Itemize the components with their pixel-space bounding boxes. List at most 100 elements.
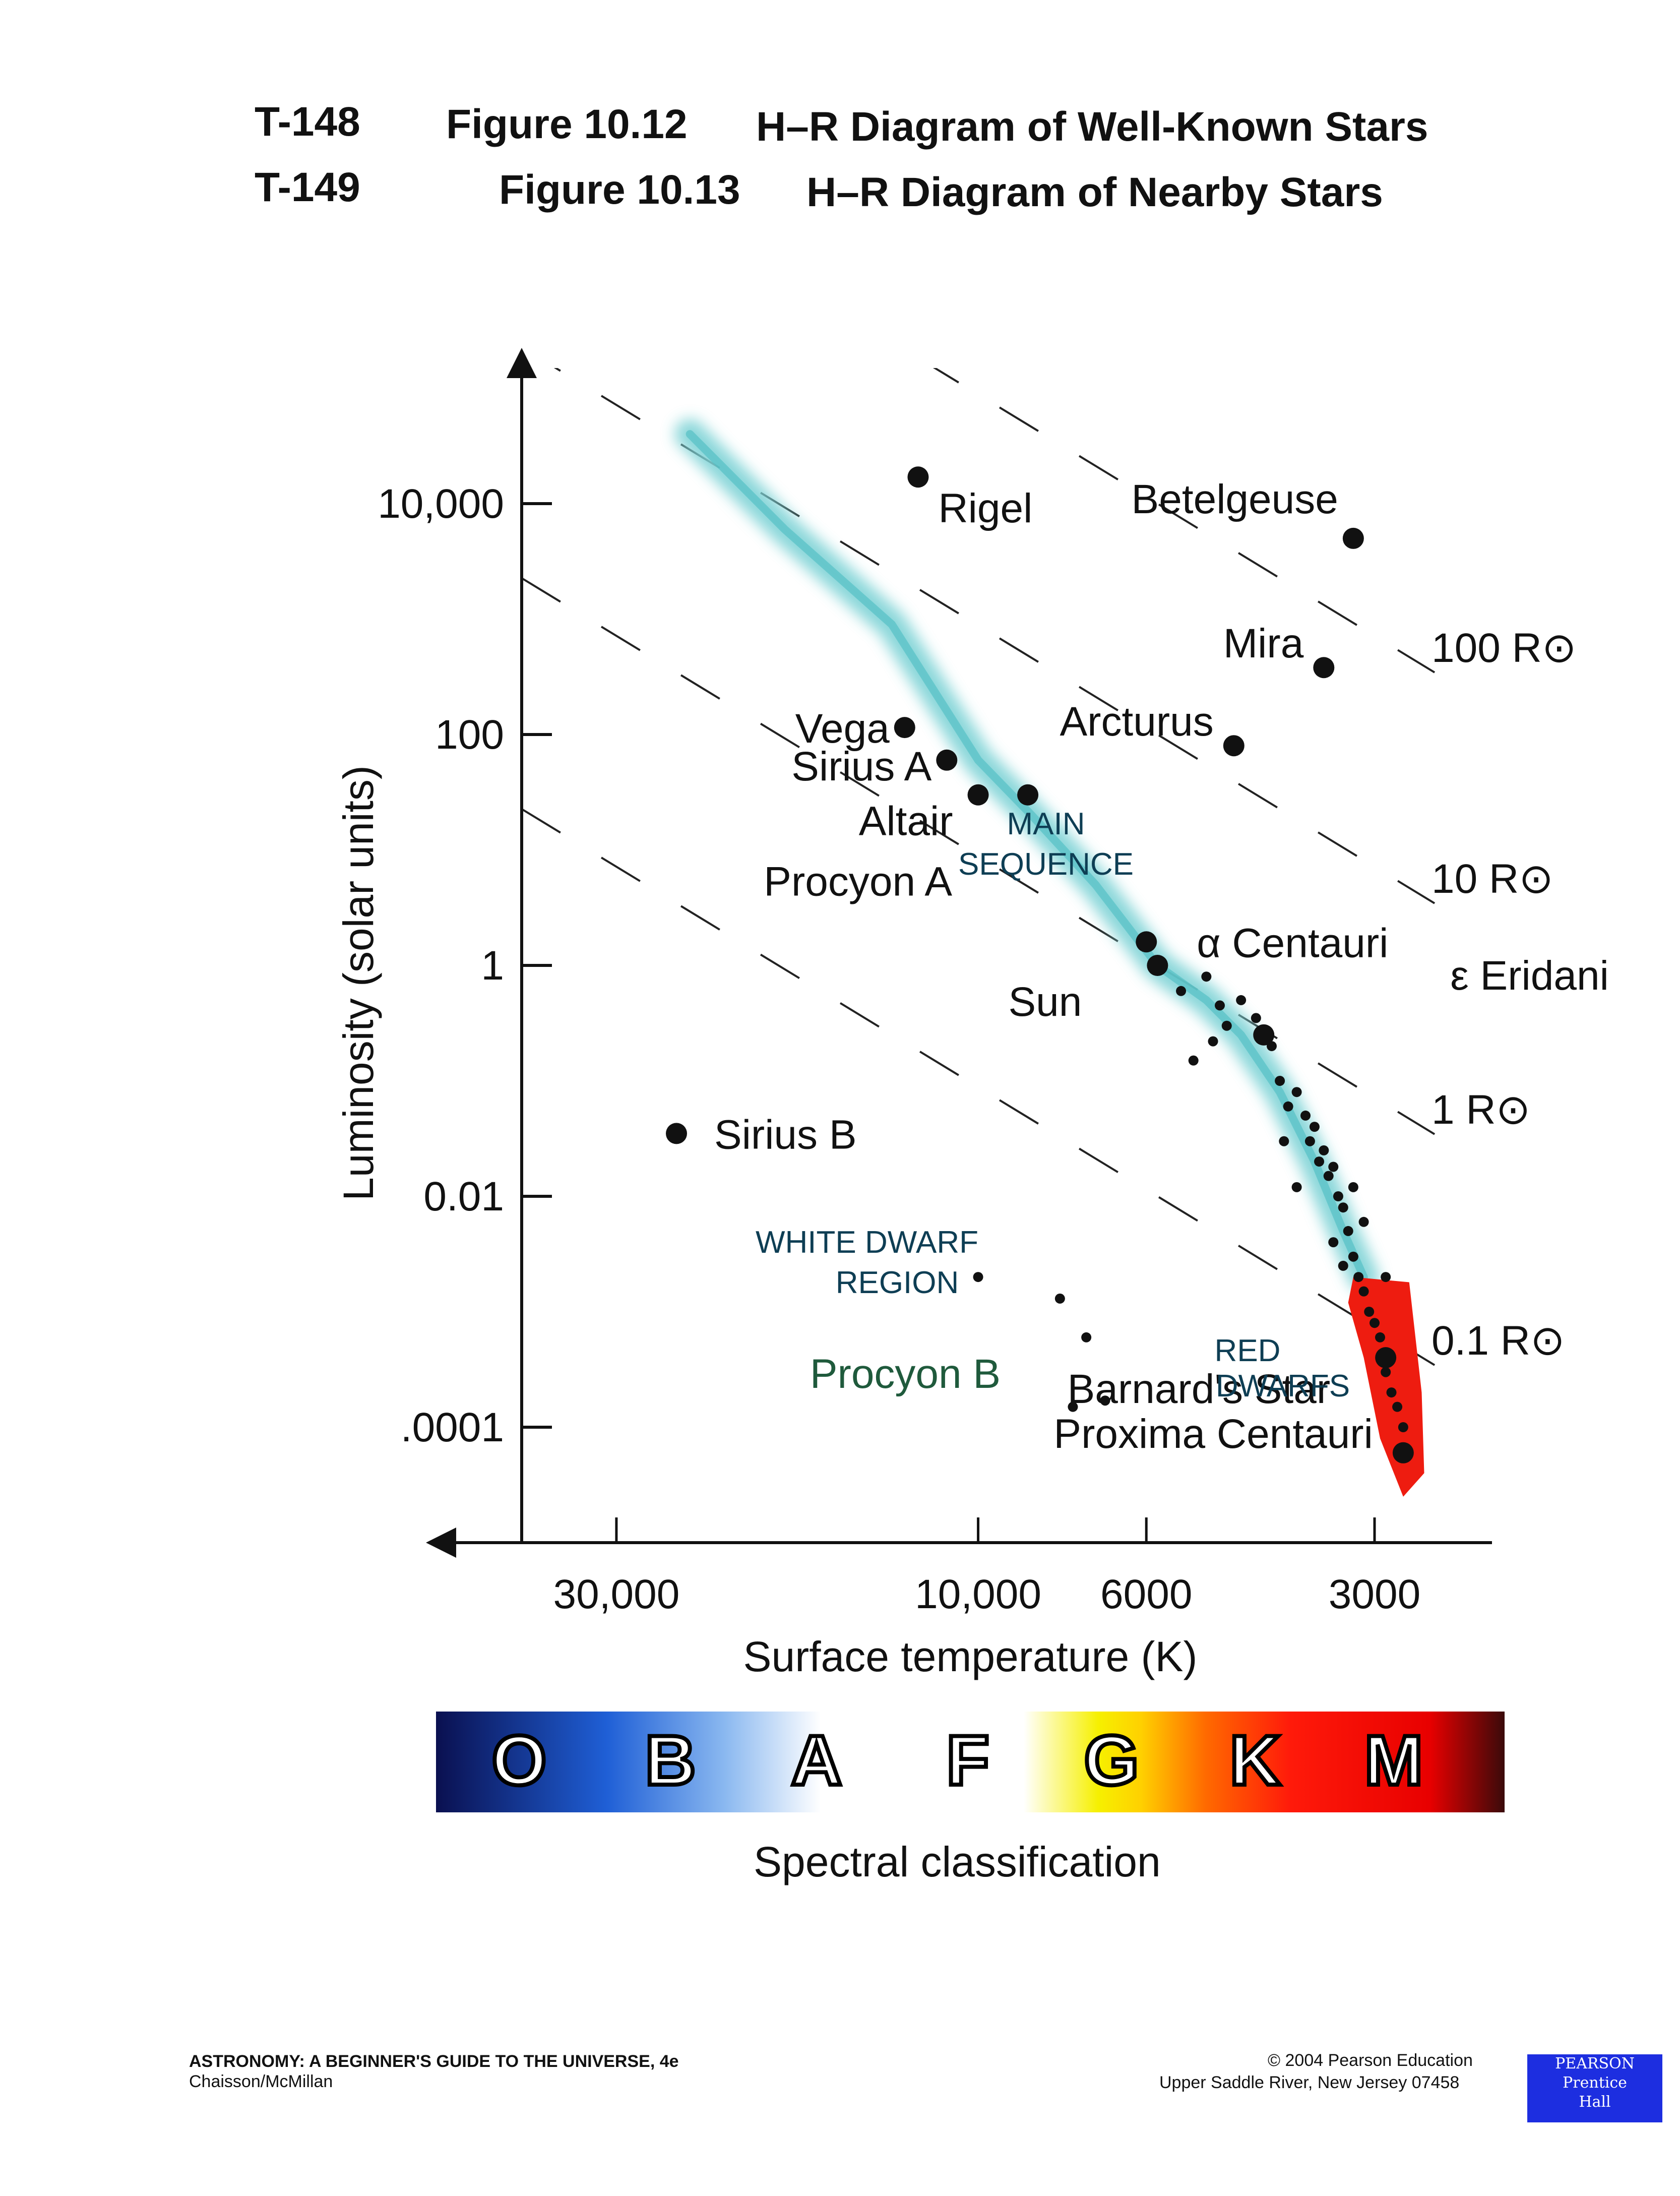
nearby-star-1	[1201, 971, 1212, 982]
nearby-star-5	[1251, 1013, 1261, 1023]
copyright: © 2004 Pearson Education	[1268, 2051, 1473, 2070]
nearby-star-12	[1300, 1110, 1311, 1121]
publisher-address: Upper Saddle River, New Jersey 07458	[1159, 2073, 1460, 2092]
nearby-star-18	[1328, 1162, 1339, 1172]
nearby-star-13	[1304, 1136, 1315, 1146]
nearby-star-21	[1343, 1226, 1353, 1236]
label-altair: Altair	[859, 799, 953, 844]
header-code-1: T-148	[255, 99, 360, 145]
nearby-star-23	[1353, 1272, 1364, 1283]
nearby-star-31	[1398, 1422, 1408, 1432]
nearby-star-32	[1291, 1182, 1302, 1192]
spectral-bar: O B A F G K M	[436, 1712, 1505, 1812]
nearby-star-38	[1338, 1260, 1348, 1271]
star--centauri	[1136, 931, 1157, 953]
label-mira: Mira	[1223, 621, 1304, 666]
nearby-star-16	[1319, 1145, 1329, 1155]
pearson-logo: PEARSON Prentice Hall	[1527, 2054, 1662, 2122]
annotation-4: RED	[1215, 1333, 1281, 1368]
nearby-star-35	[1358, 1216, 1369, 1227]
spectral-class-o: O	[490, 1721, 549, 1800]
nearby-star-17	[1323, 1171, 1334, 1181]
annotation-0: MAIN	[1007, 807, 1085, 841]
book-authors: Chaisson/McMillan	[189, 2072, 333, 2091]
x-tick-label-2: 6000	[1100, 1571, 1192, 1617]
spectral-class-k: K	[1227, 1721, 1282, 1800]
radius-label-2: 1 R⊙	[1432, 1087, 1530, 1133]
nearby-star-37	[1328, 1237, 1339, 1248]
nearby-star-8	[1208, 1036, 1218, 1047]
nearby-star-42	[1068, 1401, 1078, 1412]
nearby-star-39	[973, 1272, 983, 1283]
star-proxima-centauri	[1392, 1442, 1414, 1463]
nearby-star-9	[1275, 1076, 1285, 1086]
spectral-class-f: F	[944, 1721, 991, 1800]
x-tick-label-1: 10,000	[915, 1571, 1041, 1617]
x-tick-label-0: 30,000	[553, 1571, 680, 1617]
y-tick-label-3: 0.01	[423, 1174, 504, 1219]
data-points	[666, 466, 1414, 1463]
nearby-star-0	[1176, 986, 1187, 996]
star-procyon-a	[1017, 784, 1039, 806]
star-arcturus	[1223, 735, 1245, 757]
spectral-class-a: A	[789, 1721, 844, 1800]
spectral-class-b: B	[643, 1721, 698, 1800]
nearby-star-4	[1236, 995, 1247, 1005]
nearby-star-22	[1348, 1251, 1358, 1262]
star-barnard-s-star	[1375, 1347, 1397, 1369]
nearby-star-10	[1283, 1101, 1293, 1112]
label-betelgeuse: Betelgeuse	[1132, 476, 1338, 522]
nearby-star-15	[1314, 1156, 1325, 1167]
radius-label-0: 100 R⊙	[1432, 625, 1577, 671]
y-tick-label-4: .0001	[401, 1405, 504, 1450]
label-rigel: Rigel	[938, 485, 1032, 531]
spectral-class-g: G	[1082, 1721, 1141, 1800]
label--centauri: α Centauri	[1197, 920, 1388, 966]
y-axis-label: Luminosity (solar units)	[335, 765, 382, 1201]
x-axis-label: Surface temperature (K)	[743, 1633, 1197, 1680]
x-tick-label-3: 3000	[1329, 1571, 1420, 1617]
label-arcturus: Arcturus	[1060, 699, 1213, 745]
nearby-star-7	[1188, 1055, 1199, 1066]
star-sirius-b	[666, 1123, 688, 1144]
y-tick-label-2: 1	[481, 943, 504, 989]
nearby-star-25	[1364, 1307, 1375, 1317]
annotation-3: REGION	[836, 1265, 959, 1300]
nearby-star-2	[1214, 1000, 1225, 1011]
radius-label-1: 10 R⊙	[1432, 856, 1553, 902]
star-mira	[1313, 657, 1335, 679]
nearby-star-33	[1279, 1136, 1289, 1146]
nearby-star-14	[1309, 1122, 1320, 1132]
nearby-star-29	[1386, 1387, 1397, 1398]
label--eridani: ε Eridani	[1450, 953, 1609, 999]
radius-line-0	[932, 368, 1436, 674]
star-betelgeuse	[1342, 527, 1364, 549]
logo-line-3: Hall	[1579, 2093, 1611, 2111]
y-tick-label-1: 100	[435, 712, 504, 758]
label-procyon-b: Procyon B	[810, 1351, 1001, 1397]
nearby-star-28	[1381, 1367, 1391, 1377]
annotation-1: SEQUENCE	[958, 847, 1134, 882]
ticks: 10,000 100 1 0.01 .0001 30,000 10,000 6000 3000 S…	[335, 481, 1420, 1680]
header-title-2: H–R Diagram of Nearby Stars	[806, 169, 1383, 215]
spectral-classification-label: Spectral classification	[754, 1838, 1161, 1885]
star-rigel	[907, 466, 929, 488]
label-barnard-s-star: Barnard's Star	[1068, 1366, 1331, 1412]
header-figure-2: Figure 10.13	[499, 167, 740, 213]
label-procyon-a: Procyon A	[764, 859, 952, 905]
y-tick-label-0: 10,000	[378, 481, 504, 527]
star-altair	[967, 784, 989, 806]
nearby-star-27	[1375, 1332, 1385, 1343]
star--eridani	[1253, 1024, 1275, 1046]
annotation-2: WHITE DWARF	[756, 1225, 978, 1260]
nearby-star-20	[1338, 1202, 1348, 1213]
header-code-2: T-149	[255, 164, 360, 210]
nearby-star-41	[1100, 1395, 1110, 1406]
nearby-star-40	[1054, 1293, 1065, 1304]
nearby-star-3	[1221, 1020, 1232, 1031]
annotation-5: DWARFS	[1216, 1369, 1350, 1404]
label-sirius-b: Sirius B	[714, 1112, 857, 1157]
radius-label-3: 0.1 R⊙	[1432, 1318, 1565, 1364]
hr-diagram: 10,000 100 1 0.01 .0001 30,000 10,000 6000 3000 S…	[335, 348, 1609, 1680]
star-procyon-b	[1081, 1332, 1092, 1343]
